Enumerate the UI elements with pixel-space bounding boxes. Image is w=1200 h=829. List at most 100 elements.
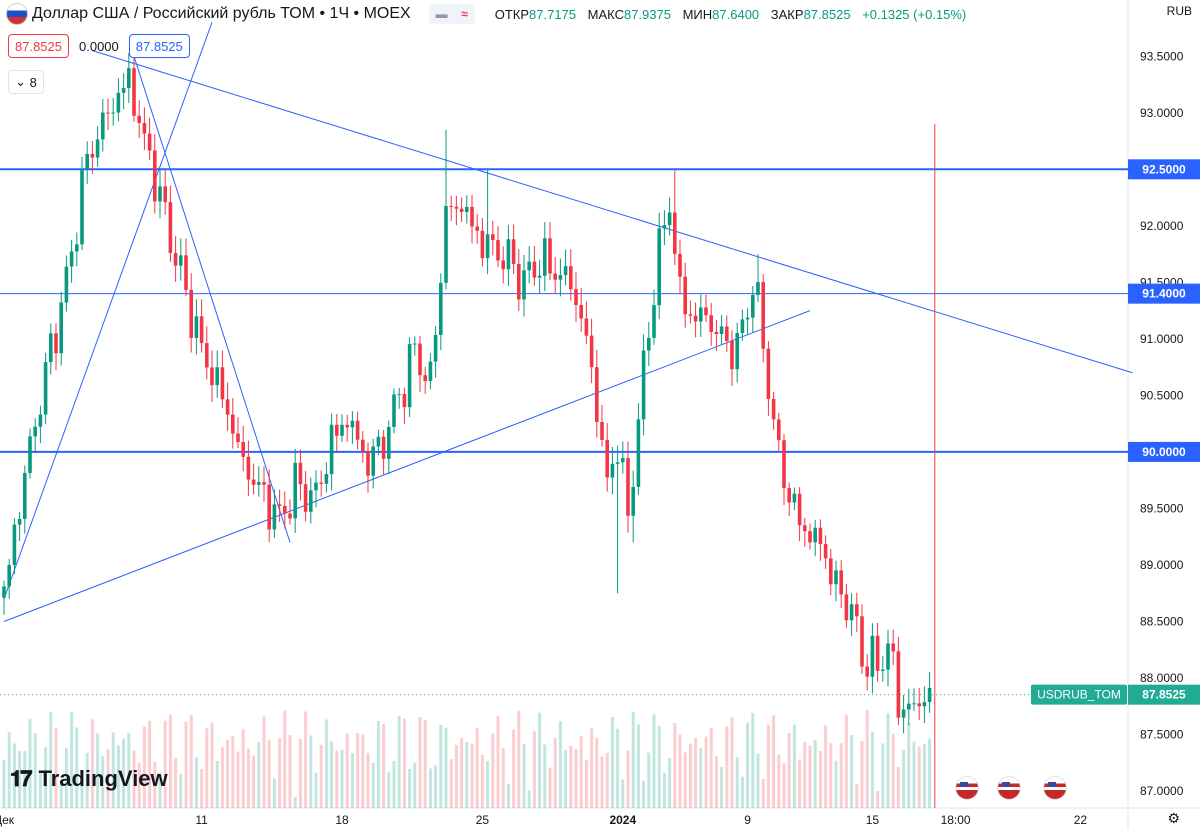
symbol-title[interactable]: Доллар США / Российский рубль ТОМ • 1Ч •…	[32, 5, 411, 22]
volume-bar	[236, 751, 240, 808]
volume-bar	[210, 722, 214, 808]
candle-body	[896, 651, 901, 718]
candle-body	[439, 282, 443, 335]
volume-bar	[278, 737, 282, 808]
volume-bar	[558, 721, 562, 808]
candle-body	[813, 527, 817, 543]
volume-bar	[704, 736, 708, 808]
volume-bar	[751, 712, 755, 808]
volume-bar	[917, 746, 921, 808]
trendline[interactable]	[133, 56, 291, 543]
volume-bar	[517, 710, 521, 808]
candle-body	[901, 709, 906, 718]
volume-bar	[787, 732, 791, 808]
volume-bar	[512, 729, 516, 808]
candle-body	[771, 399, 776, 420]
volume-bar	[262, 716, 266, 808]
candle-body	[839, 570, 843, 595]
trendline[interactable]	[3, 310, 811, 622]
logo-text: TradingView	[38, 766, 168, 791]
volume-bar	[907, 723, 911, 808]
volume-bar	[553, 738, 557, 808]
economic-event-icon[interactable]	[955, 776, 979, 800]
volume-bar	[808, 745, 812, 808]
volume-bar	[59, 785, 63, 808]
candle-body	[849, 604, 854, 621]
candle-body	[569, 266, 573, 290]
candle-body	[730, 340, 734, 370]
value-box-red: 87.8525	[8, 34, 69, 58]
candle-body	[335, 424, 339, 436]
tradingview-logo[interactable]: 𝟏𝟕 TradingView	[10, 766, 168, 792]
x-tick-label: 25	[476, 813, 490, 827]
volume-bar	[361, 734, 365, 808]
economic-event-icon[interactable]	[996, 776, 1021, 800]
candle-body	[870, 635, 875, 677]
y-tick-label: 89.0000	[1140, 558, 1184, 572]
x-tick-label: 22	[1074, 813, 1088, 827]
candle-body	[12, 524, 17, 565]
candle-body	[449, 205, 453, 207]
candle-body	[829, 558, 833, 585]
candle-body	[231, 414, 235, 434]
y-tick-label: 91.0000	[1140, 332, 1184, 346]
currency-selector[interactable]: RUB	[1166, 4, 1192, 18]
volume-bar	[860, 740, 864, 808]
x-tick-label: 18	[335, 813, 349, 827]
candle-body	[667, 212, 672, 226]
volume-bar	[886, 713, 890, 808]
candle-body	[121, 88, 126, 93]
trendline[interactable]	[3, 22, 213, 600]
volume-bar	[382, 723, 386, 808]
volume-bar	[496, 716, 500, 808]
volume-bar	[356, 733, 360, 808]
candle-body	[631, 486, 635, 516]
candle-body	[199, 316, 204, 344]
volume-bar	[439, 724, 443, 808]
chevron-down-icon: ⌄	[15, 74, 30, 89]
candle-body	[823, 544, 828, 559]
volume-bar	[709, 727, 713, 808]
volume-bar	[330, 741, 334, 808]
economic-event-icon[interactable]	[1043, 776, 1068, 800]
volume-bar	[766, 724, 770, 808]
gear-icon[interactable]: ⚙	[1167, 810, 1180, 826]
volume-bar	[465, 741, 469, 808]
candle-body	[615, 462, 620, 464]
candle-body	[553, 273, 557, 280]
candle-body	[428, 361, 433, 382]
volume-bar	[652, 714, 656, 808]
open-value: 87.7175	[529, 6, 577, 22]
candle-body	[662, 225, 667, 229]
volume-bar	[699, 748, 703, 808]
volume-bar	[288, 735, 292, 808]
volume-bar	[293, 796, 297, 808]
volume-bar	[7, 732, 11, 808]
volume-bar	[538, 712, 542, 808]
volume-bar	[179, 773, 183, 808]
y-tick-label: 88.0000	[1140, 671, 1184, 685]
candle-body	[194, 316, 199, 338]
candle-body	[517, 264, 521, 300]
last-price-tag	[1128, 684, 1200, 705]
compare-pill[interactable]: ▬ ≈	[428, 4, 475, 24]
volume-bar	[241, 729, 245, 808]
trendline[interactable]	[92, 50, 1133, 374]
candle-body	[787, 488, 791, 503]
candle-body	[173, 252, 178, 266]
volume-bar	[610, 716, 614, 808]
candle-body	[43, 362, 48, 415]
volume-bar	[522, 743, 526, 808]
candle-body	[886, 643, 890, 670]
candle-body	[371, 446, 375, 476]
y-tick-label: 92.0000	[1140, 219, 1184, 233]
candle-body	[402, 393, 407, 408]
candle-body	[688, 314, 693, 316]
collapse-indicators-button[interactable]: ⌄ 8	[8, 70, 44, 94]
candle-body	[756, 282, 760, 295]
level-price-label: 90.0000	[1142, 445, 1186, 459]
volume-bar	[870, 731, 874, 808]
volume-bar	[70, 712, 74, 808]
volume-bar	[740, 776, 744, 808]
